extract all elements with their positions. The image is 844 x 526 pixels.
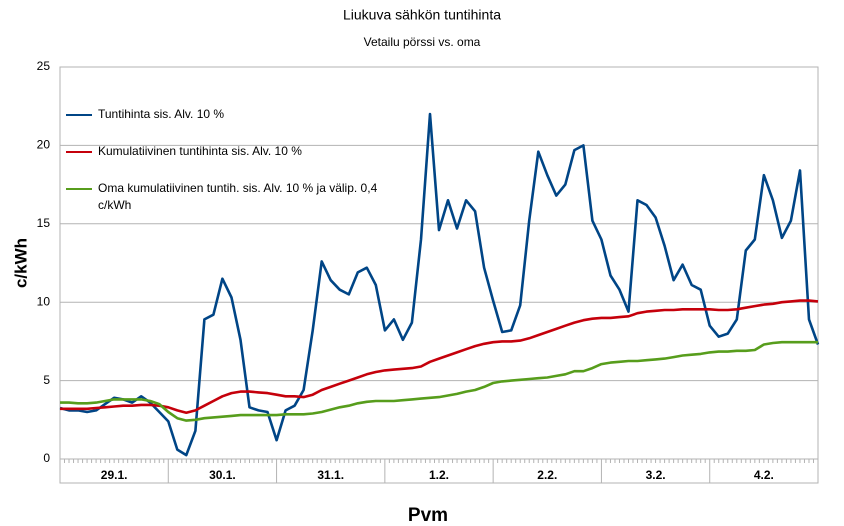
- y-axis-label: c/kWh: [11, 238, 30, 288]
- legend-item: Kumulatiivinen tuntihinta sis. Alv. 10 %: [64, 143, 388, 160]
- series-line: [60, 340, 818, 422]
- legend-swatch: [66, 188, 92, 190]
- y-tick-label: 25: [37, 59, 51, 73]
- legend-swatch: [66, 151, 92, 153]
- legend-swatch: [66, 114, 92, 116]
- legend-label: Kumulatiivinen tuntihinta sis. Alv. 10 %: [98, 144, 302, 158]
- y-tick-label: 10: [37, 294, 51, 308]
- chart-title: Liukuva sähkön tuntihinta: [343, 7, 501, 23]
- x-tick-label: 31.1.: [317, 468, 344, 482]
- series-line: [59, 112, 820, 457]
- x-tick-label: 30.1.: [209, 468, 236, 482]
- x-axis-label: Pvm: [408, 505, 448, 526]
- chart-subtitle: Vetailu pörssi vs. oma: [364, 35, 481, 49]
- x-tick-label: 4.2.: [754, 468, 774, 482]
- x-tick-label: 2.2.: [537, 468, 557, 482]
- y-tick-label: 0: [43, 451, 50, 465]
- legend-label: Oma kumulatiivinen tuntih. sis. Alv. 10 …: [98, 181, 378, 212]
- x-tick-label: 1.2.: [429, 468, 449, 482]
- legend-item: Tuntihinta sis. Alv. 10 %: [64, 106, 388, 123]
- legend-label: Tuntihinta sis. Alv. 10 %: [98, 107, 225, 121]
- x-tick-label: 3.2.: [646, 468, 666, 482]
- series-line: [60, 299, 819, 414]
- legend-item: Oma kumulatiivinen tuntih. sis. Alv. 10 …: [64, 180, 388, 214]
- x-tick-label: 29.1.: [101, 468, 128, 482]
- y-tick-label: 20: [37, 138, 51, 152]
- y-tick-label: 15: [37, 216, 51, 230]
- y-tick-label: 5: [43, 373, 50, 387]
- legend: Tuntihinta sis. Alv. 10 % Kumulatiivinen …: [64, 86, 388, 214]
